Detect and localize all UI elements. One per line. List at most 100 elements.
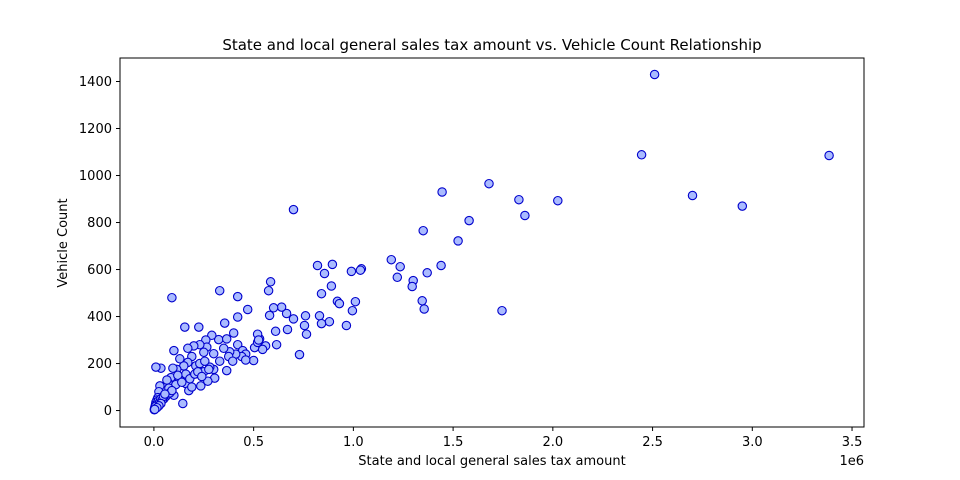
- data-point: [152, 363, 160, 371]
- data-point: [317, 290, 325, 298]
- data-point: [265, 311, 273, 319]
- chart-title: State and local general sales tax amount…: [222, 36, 761, 54]
- data-point: [216, 287, 224, 295]
- y-tick-label: 800: [87, 216, 112, 231]
- data-point: [423, 269, 431, 277]
- data-point: [216, 357, 224, 365]
- data-point: [301, 312, 309, 320]
- data-point: [320, 269, 328, 277]
- data-point: [348, 307, 356, 315]
- data-point: [420, 305, 428, 313]
- data-point: [170, 346, 178, 354]
- data-point: [221, 319, 229, 327]
- data-point: [408, 282, 416, 290]
- data-point: [317, 319, 325, 327]
- data-point: [200, 348, 208, 356]
- data-point: [328, 260, 336, 268]
- data-point: [178, 378, 186, 386]
- data-point: [347, 267, 355, 275]
- x-tick-label: 3.0: [742, 435, 763, 450]
- data-point: [244, 305, 252, 313]
- data-point: [249, 356, 257, 364]
- data-point: [521, 211, 529, 219]
- data-point: [637, 151, 645, 159]
- data-point: [289, 205, 297, 213]
- data-point: [168, 294, 176, 302]
- x-tick-label: 0.0: [144, 435, 165, 450]
- x-tick-label: 1.5: [443, 435, 464, 450]
- data-point: [302, 330, 310, 338]
- y-tick-label: 400: [87, 310, 112, 325]
- data-point: [738, 202, 746, 210]
- data-point: [396, 263, 404, 271]
- data-point: [163, 376, 171, 384]
- y-tick-label: 200: [87, 357, 112, 372]
- data-point: [151, 405, 159, 413]
- data-point: [295, 350, 303, 358]
- y-tick-label: 1200: [79, 122, 112, 137]
- data-point: [220, 344, 228, 352]
- data-point: [325, 318, 333, 326]
- data-point: [223, 366, 231, 374]
- data-point: [515, 196, 523, 204]
- y-axis-label: Vehicle Count: [56, 198, 71, 287]
- data-point: [418, 297, 426, 305]
- x-axis-offset-label: 1e6: [839, 454, 864, 469]
- data-point: [161, 390, 169, 398]
- data-point: [234, 313, 242, 321]
- data-point: [342, 321, 350, 329]
- data-point: [234, 292, 242, 300]
- data-point: [335, 299, 343, 307]
- data-point: [438, 188, 446, 196]
- data-point: [465, 216, 473, 224]
- data-point: [254, 336, 262, 344]
- data-point: [419, 227, 427, 235]
- data-point: [437, 261, 445, 269]
- data-point: [264, 287, 272, 295]
- plot-area-frame: [120, 58, 864, 427]
- data-point: [650, 70, 658, 78]
- data-point: [179, 399, 187, 407]
- data-points: [150, 70, 833, 414]
- data-point: [184, 344, 192, 352]
- data-point: [242, 356, 250, 364]
- x-axis-label: State and local general sales tax amount: [358, 454, 625, 469]
- x-tick-label: 3.5: [842, 435, 863, 450]
- data-point: [825, 151, 833, 159]
- data-point: [266, 278, 274, 286]
- data-point: [188, 383, 196, 391]
- x-tick-label: 1.0: [343, 435, 364, 450]
- y-tick-label: 1000: [79, 169, 112, 184]
- x-tick-label: 0.5: [243, 435, 264, 450]
- y-axis-ticks: 0 200 400 600 800 1000 1200 1400: [79, 75, 120, 419]
- data-point: [229, 357, 237, 365]
- x-tick-label: 2.0: [542, 435, 563, 450]
- data-point: [277, 303, 285, 311]
- x-axis-ticks: 0.0 0.5 1.0 1.5 2.0 2.5 3.0 3.5: [144, 427, 863, 450]
- data-point: [554, 197, 562, 205]
- data-point: [300, 321, 308, 329]
- data-point: [313, 261, 321, 269]
- data-point: [271, 327, 279, 335]
- data-point: [195, 323, 203, 331]
- data-point: [269, 304, 277, 312]
- data-point: [205, 365, 213, 373]
- data-point: [230, 329, 238, 337]
- data-point: [688, 191, 696, 199]
- data-point: [283, 325, 291, 333]
- y-tick-label: 600: [87, 263, 112, 278]
- data-point: [485, 180, 493, 188]
- data-point: [272, 341, 280, 349]
- data-point: [393, 273, 401, 281]
- x-tick-label: 2.5: [642, 435, 663, 450]
- data-point: [356, 266, 364, 274]
- y-tick-label: 0: [104, 404, 112, 419]
- data-point: [315, 312, 323, 320]
- data-point: [210, 350, 218, 358]
- data-point: [181, 323, 189, 331]
- data-point: [327, 282, 335, 290]
- data-point: [387, 256, 395, 264]
- data-point: [201, 357, 209, 365]
- data-point: [351, 298, 359, 306]
